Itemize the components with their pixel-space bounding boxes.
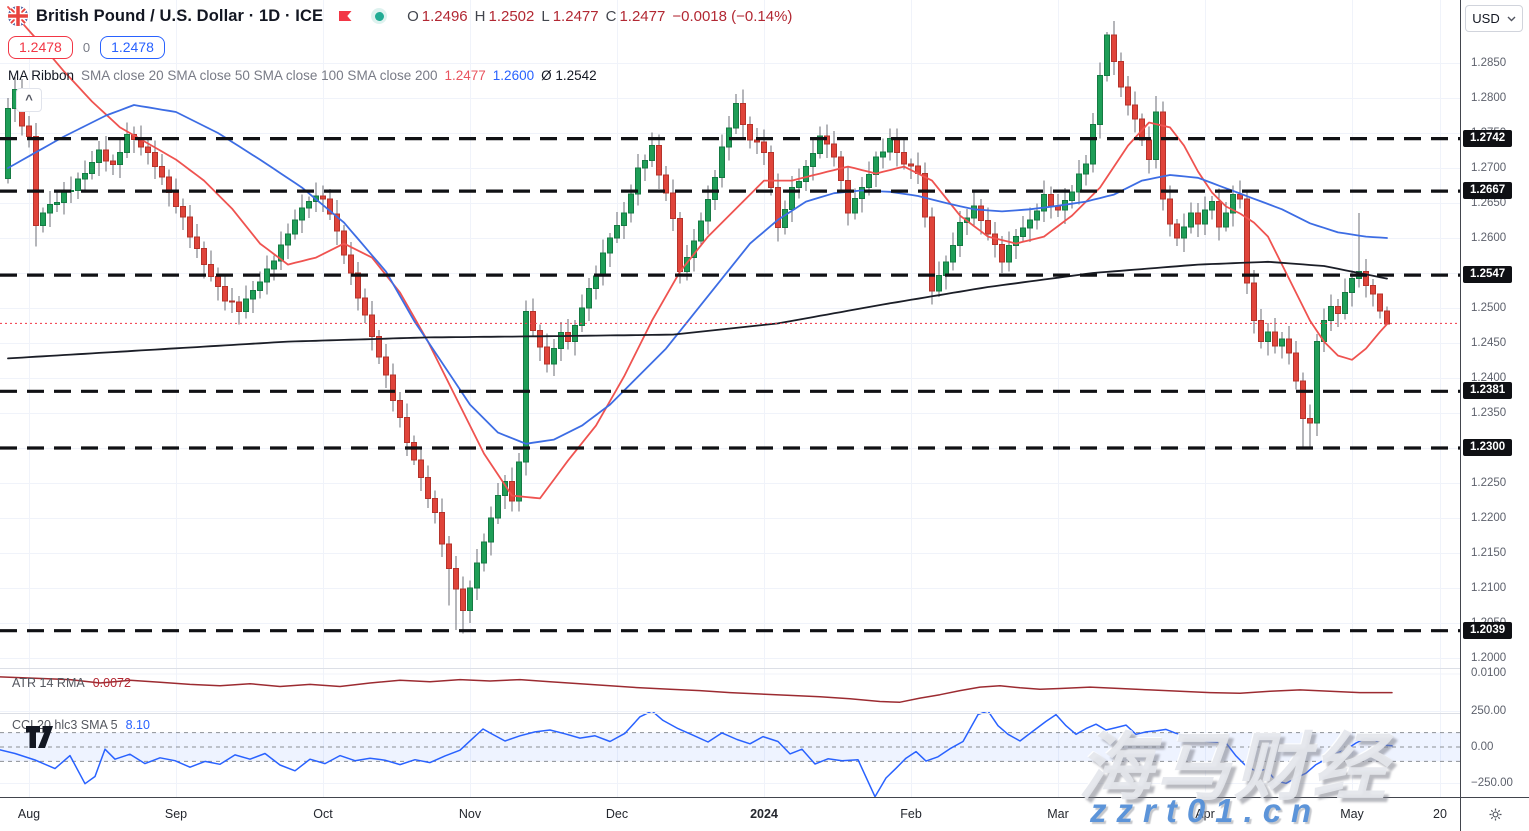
cci-tick-label: −250.00 — [1471, 777, 1513, 789]
gb-flag-icon — [8, 6, 28, 26]
price-tick-label: 1.2650 — [1471, 197, 1507, 209]
ma-ribbon-legend[interactable]: MA Ribbon SMA close 20 SMA close 50 SMA … — [8, 68, 792, 83]
gear-icon[interactable] — [1488, 807, 1503, 822]
price-tick-label: 1.2850 — [1471, 57, 1507, 69]
close-label: C — [605, 7, 617, 25]
time-tick-label: 20 — [1433, 807, 1447, 821]
time-tick-label: Sep — [164, 807, 188, 821]
ma-ribbon-params: SMA close 20 SMA close 50 SMA close 100 … — [81, 68, 438, 83]
time-tick-label: May — [1340, 807, 1364, 821]
price-tick-label: 1.2100 — [1471, 582, 1507, 594]
atr-pane — [0, 676, 1393, 703]
price-tick-label: 1.2450 — [1471, 337, 1507, 349]
price-tick-label: 1.2700 — [1471, 162, 1507, 174]
tradingview-logo[interactable] — [25, 725, 63, 749]
legend-collapse-button[interactable]: ^ — [16, 88, 42, 112]
time-tick-label: Apr — [1195, 807, 1215, 821]
price-tick-label: 1.2400 — [1471, 372, 1507, 384]
flag-bookmark-icon[interactable] — [337, 9, 353, 24]
axis-settings-corner[interactable] — [1461, 798, 1529, 831]
time-tick-label: Mar — [1047, 807, 1069, 821]
price-tick-label: 1.2000 — [1471, 652, 1507, 664]
chart-legend: British Pound / U.S. Dollar · 1D · ICE O… — [8, 6, 792, 83]
low-label: L — [541, 7, 550, 25]
price-level-label: 1.2742 — [1463, 129, 1513, 147]
cci-pane — [0, 712, 1460, 797]
high-value: 1.2502 — [488, 7, 535, 25]
time-tick-label: Nov — [458, 807, 482, 821]
price-tick-label: 1.2150 — [1471, 547, 1507, 559]
main-pane — [5, 6, 1390, 634]
price-alert-row: 1.2478 0 1.2478 — [8, 36, 792, 59]
low-value: 1.2477 — [552, 7, 599, 25]
high-label: H — [474, 7, 486, 25]
currency-selector[interactable]: USD — [1465, 5, 1523, 32]
bid-price-button[interactable]: 1.2478 — [8, 36, 73, 59]
atr-tick-label: 0.0100 — [1471, 667, 1507, 680]
price-tick-label: 1.2600 — [1471, 232, 1507, 244]
price-level-label: 1.2039 — [1463, 621, 1513, 639]
price-level-label: 1.2547 — [1463, 266, 1513, 284]
ma-ribbon-average: Ø 1.2542 — [541, 68, 597, 83]
atr-legend[interactable]: ATR 14 RMA 0.0072 — [12, 676, 131, 690]
currency-label: USD — [1472, 11, 1500, 26]
atr-label: ATR 14 RMA — [12, 676, 85, 690]
price-tick-label: 1.2800 — [1471, 92, 1507, 104]
sma-50-line — [7, 104, 1388, 445]
time-tick-label: Feb — [900, 807, 922, 821]
cci-tick-label: 0.00 — [1471, 741, 1494, 753]
price-level-label: 1.2667 — [1463, 182, 1513, 200]
time-tick-label: 2024 — [750, 807, 778, 821]
chevron-down-icon — [1507, 16, 1516, 21]
price-tick-label: 1.2350 — [1471, 407, 1507, 419]
price-levels — [0, 137, 1460, 633]
price-tick-label: 1.2250 — [1471, 477, 1507, 489]
ohlc-readout: O 1.2496 H 1.2502 L 1.2477 C 1.2477 −0.0018 … — [407, 8, 792, 25]
cci-value: 8.10 — [125, 718, 150, 732]
price-level-label: 1.2381 — [1463, 382, 1513, 400]
symbol-title[interactable]: British Pound / U.S. Dollar · 1D · ICE — [36, 6, 324, 25]
grid — [0, 0, 1460, 797]
ma-ribbon-value2: 1.2600 — [492, 68, 535, 83]
change-value: −0.0018 (−0.14%) — [672, 7, 793, 25]
open-value: 1.2496 — [421, 7, 468, 25]
price-level-label: 1.2300 — [1463, 439, 1513, 456]
price-tick-label: 1.2500 — [1471, 302, 1507, 314]
price-tick-label: 1.2200 — [1471, 512, 1507, 524]
spread-value: 0 — [82, 40, 91, 55]
time-tick-label: Dec — [605, 807, 629, 821]
price-axis[interactable]: USD 1.28501.28001.27501.27001.26501.2600… — [1461, 0, 1529, 797]
market-status-icon[interactable] — [371, 8, 388, 24]
cci-tick-label: 250.00 — [1471, 705, 1507, 717]
time-tick-label: Aug — [17, 807, 41, 821]
atr-value: 0.0072 — [92, 676, 131, 690]
open-label: O — [407, 7, 419, 25]
close-value: 1.2477 — [619, 7, 666, 25]
candles — [5, 21, 1390, 634]
ask-price-button[interactable]: 1.2478 — [100, 36, 165, 59]
symbol-row[interactable]: British Pound / U.S. Dollar · 1D · ICE O… — [8, 6, 792, 26]
ma-ribbon-value1: 1.2477 — [444, 68, 486, 83]
sma-200-line — [7, 260, 1388, 360]
ma-ribbon-title: MA Ribbon — [8, 68, 75, 83]
time-tick-label: Oct — [313, 807, 333, 821]
sma-20-line — [7, 6, 1388, 500]
time-axis[interactable]: Aug Sep Oct Nov Dec 2024 Feb Mar Apr May 20 — [0, 798, 1460, 831]
